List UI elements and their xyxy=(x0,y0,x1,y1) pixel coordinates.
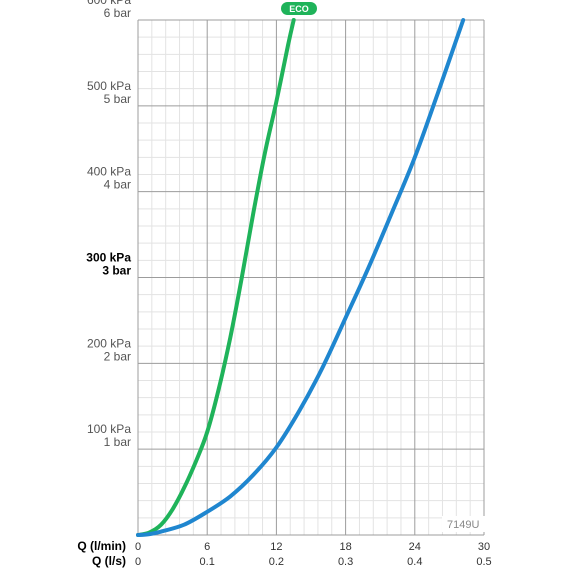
model-code-background xyxy=(442,516,486,532)
x-tick-label-ls: 0.3 xyxy=(338,556,353,568)
x-tick-label-ls: 0.2 xyxy=(269,556,284,568)
y-tick-label-bar: 3 bar xyxy=(102,264,131,278)
x-axis-title-primary: Q (l/min) xyxy=(77,539,126,553)
x-tick-label-lmin: 0 xyxy=(135,541,141,553)
model-code-box: 7149U xyxy=(442,516,486,532)
major-gridlines xyxy=(137,19,485,536)
standard-series-line xyxy=(136,18,466,537)
eco-series-line xyxy=(136,18,296,537)
y-tick-label-kpa: 300 kPa xyxy=(86,251,131,265)
x-tick-label-lmin: 24 xyxy=(409,541,421,553)
y-tick-label-bar: 6 bar xyxy=(104,6,131,20)
y-tick-label-kpa: 600 kPa xyxy=(87,0,131,7)
x-tick-label-lmin: 12 xyxy=(270,541,282,553)
eco-badge-label: ECO xyxy=(289,4,309,14)
eco-badge: ECO xyxy=(281,2,317,15)
y-tick-label-kpa: 200 kPa xyxy=(87,336,131,350)
x-tick-label-ls: 0.5 xyxy=(476,556,491,568)
y-tick-label-bar: 4 bar xyxy=(104,178,131,192)
x-tick-label-lmin: 6 xyxy=(204,541,210,553)
y-tick-label-kpa: 500 kPa xyxy=(87,79,131,93)
x-tick-label-ls: 0.4 xyxy=(407,556,422,568)
series-curves xyxy=(136,18,466,537)
model-code-label: 7149U xyxy=(447,519,479,531)
x-axis-title-secondary: Q (l/s) xyxy=(92,554,126,568)
x-tick-label-lmin: 30 xyxy=(478,541,490,553)
y-tick-label-bar: 2 bar xyxy=(104,349,131,363)
x-tick-labels: 0 6 12 18 24 30 0 0.1 0.2 0.3 0.4 0.5 xyxy=(135,541,492,568)
y-tick-label-kpa: 400 kPa xyxy=(87,165,131,179)
y-tick-label-kpa: 100 kPa xyxy=(87,422,131,436)
eco-badge-background xyxy=(281,2,317,15)
x-tick-label-ls: 0.1 xyxy=(200,556,215,568)
x-tick-label-lmin: 18 xyxy=(339,541,351,553)
y-tick-label-bar: 1 bar xyxy=(104,435,131,449)
y-tick-label-bar: 5 bar xyxy=(104,92,131,106)
x-tick-label-ls: 0 xyxy=(135,556,141,568)
